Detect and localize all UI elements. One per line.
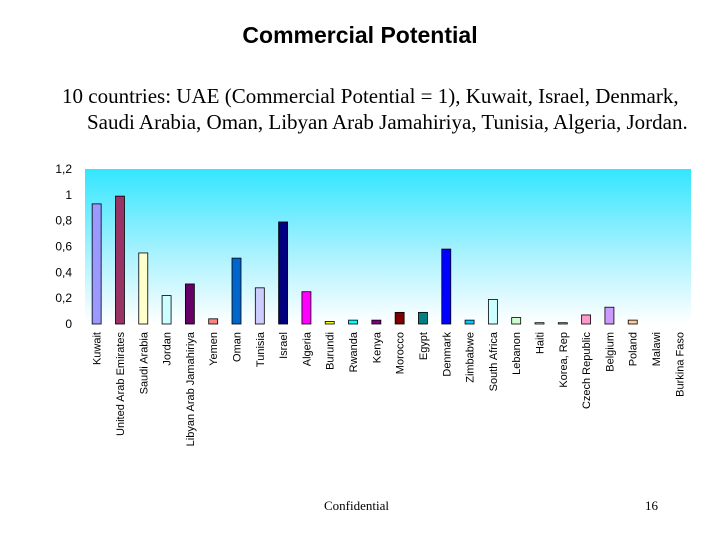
x-category-label: Belgium xyxy=(604,332,616,372)
x-category-label: Morocco xyxy=(395,332,407,374)
x-category-label: Zimbabwe xyxy=(465,332,477,383)
bar xyxy=(581,314,592,325)
bullet-text: 10 countries: UAE (Commercial Potential … xyxy=(62,84,688,134)
bar xyxy=(348,319,358,325)
plot-area xyxy=(85,169,691,324)
x-category-label: Jordan xyxy=(162,332,174,366)
slide-title: Commercial Potential xyxy=(242,22,478,48)
x-category-label: Yemen xyxy=(208,332,220,366)
y-tick-label: 1,2 xyxy=(55,162,72,176)
bar xyxy=(371,319,382,325)
bar xyxy=(604,306,615,325)
bar xyxy=(394,311,405,325)
y-tick-label: 0,6 xyxy=(55,240,72,254)
y-tick-label: 1 xyxy=(65,188,72,202)
x-category-label: United Arab Emirates xyxy=(115,332,127,436)
x-category-label: Rwanda xyxy=(348,331,360,372)
y-tick-label: 0,8 xyxy=(55,214,72,228)
bar xyxy=(511,317,522,325)
bar xyxy=(254,287,265,325)
bar xyxy=(441,248,452,325)
x-category-label: Kuwait xyxy=(92,332,104,365)
bar xyxy=(557,322,568,325)
bar xyxy=(278,221,289,325)
bar xyxy=(301,291,312,325)
x-category-label: Tunisia xyxy=(255,331,267,367)
y-tick-label: 0,4 xyxy=(55,265,72,279)
bar xyxy=(161,295,172,325)
bar xyxy=(184,283,195,325)
bar xyxy=(91,203,102,325)
x-category-label: Burundi xyxy=(325,332,337,370)
bar xyxy=(115,195,125,325)
bar xyxy=(464,319,475,325)
x-category-label: Czech Republic xyxy=(581,332,593,410)
x-category-label: Denmark xyxy=(441,332,453,377)
y-tick-label: 0 xyxy=(65,317,72,331)
x-category-label: Burkina Faso xyxy=(674,332,686,397)
x-category-label: Haiti xyxy=(535,332,547,354)
x-category-label: South Africa xyxy=(488,331,500,391)
x-category-label: Israel xyxy=(278,332,290,359)
x-category-label: Kenya xyxy=(371,331,383,363)
y-tick-label: 0,2 xyxy=(55,291,72,305)
bar xyxy=(418,311,428,325)
bar xyxy=(627,319,638,325)
x-category-label: Oman xyxy=(232,332,244,362)
bar xyxy=(487,299,498,325)
x-category-label: Libyan Arab Jamahiriya xyxy=(185,331,197,446)
x-category-label: Poland xyxy=(628,332,640,366)
page-number: 16 xyxy=(645,498,658,513)
x-category-label: Algeria xyxy=(301,331,313,366)
x-category-label: Saudi Arabia xyxy=(138,331,150,394)
bar xyxy=(534,322,545,325)
bar xyxy=(324,321,335,325)
bar xyxy=(138,252,149,325)
bar xyxy=(208,318,219,325)
x-category-label: Lebanon xyxy=(511,332,523,375)
footer-confidential: Confidential xyxy=(324,498,389,513)
bar xyxy=(231,257,242,325)
x-category-label: Korea, Rep xyxy=(558,332,570,388)
x-category-label: Egypt xyxy=(418,332,430,360)
x-category-label: Malawi xyxy=(651,332,663,366)
